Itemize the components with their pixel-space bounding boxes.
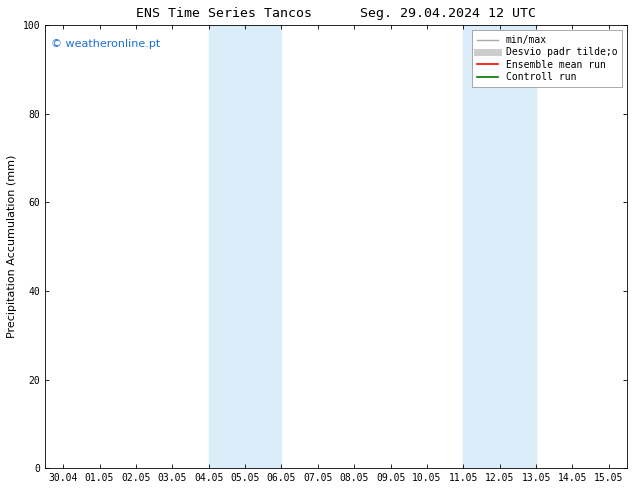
Bar — [463, 25, 536, 468]
Bar — [209, 25, 281, 468]
Legend: min/max, Desvio padr tilde;o, Ensemble mean run, Controll run: min/max, Desvio padr tilde;o, Ensemble m… — [472, 30, 622, 87]
Y-axis label: Precipitation Accumulation (mm): Precipitation Accumulation (mm) — [7, 155, 17, 339]
Text: © weatheronline.pt: © weatheronline.pt — [51, 39, 160, 49]
Title: ENS Time Series Tancos      Seg. 29.04.2024 12 UTC: ENS Time Series Tancos Seg. 29.04.2024 1… — [136, 7, 536, 20]
